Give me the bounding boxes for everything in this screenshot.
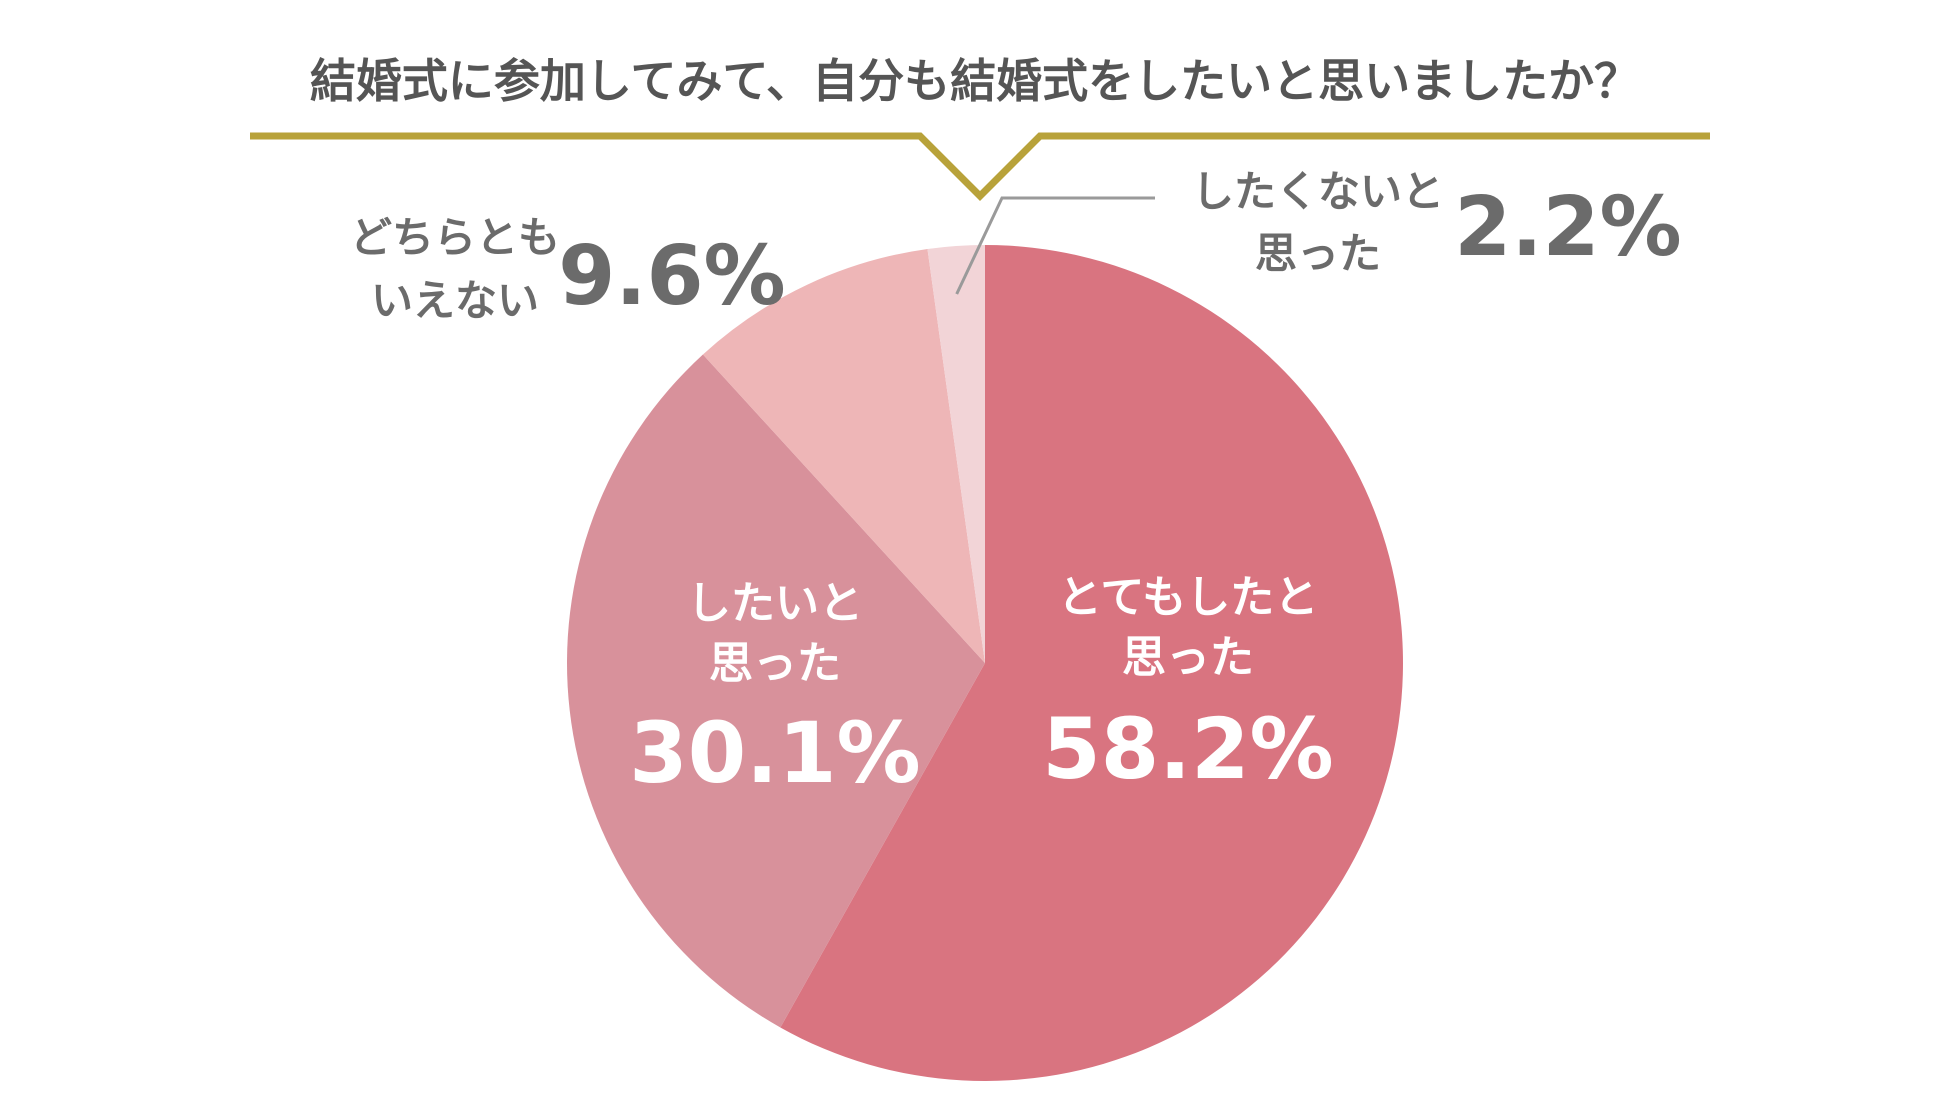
title-underline (250, 132, 1710, 201)
slice-label-0-line-1: とてもしたと (1058, 572, 1318, 623)
slice-label-2-line-2: いえない (371, 276, 539, 325)
chart-title: 結婚式に参加してみて、自分も結婚式をしたいと思いましたか？ (310, 54, 1640, 108)
slice-value-1: 30.1% (629, 704, 920, 802)
slice-label-0-line-2: 思った (1122, 632, 1254, 683)
slice-value-0: 58.2% (1042, 700, 1333, 798)
slice-label-1-line-2: 思った (709, 638, 841, 689)
slice-label-1-line-1: したいと (687, 578, 863, 629)
leader-line (955, 196, 1155, 295)
pie-slice-3 (927, 245, 985, 663)
pie-slice-0 (780, 245, 1403, 1081)
pie-slice-2 (702, 248, 985, 664)
slice-value-3: 2.2% (1454, 180, 1681, 275)
slice-value-2: 9.6% (558, 229, 785, 324)
pie-slice-1 (566, 354, 985, 1028)
slice-label-3-line-2: 思った (1255, 229, 1381, 278)
slice-label-3-line-1: したくないと (1192, 167, 1444, 216)
slice-label-2-line-1: どちらとも (350, 213, 560, 262)
